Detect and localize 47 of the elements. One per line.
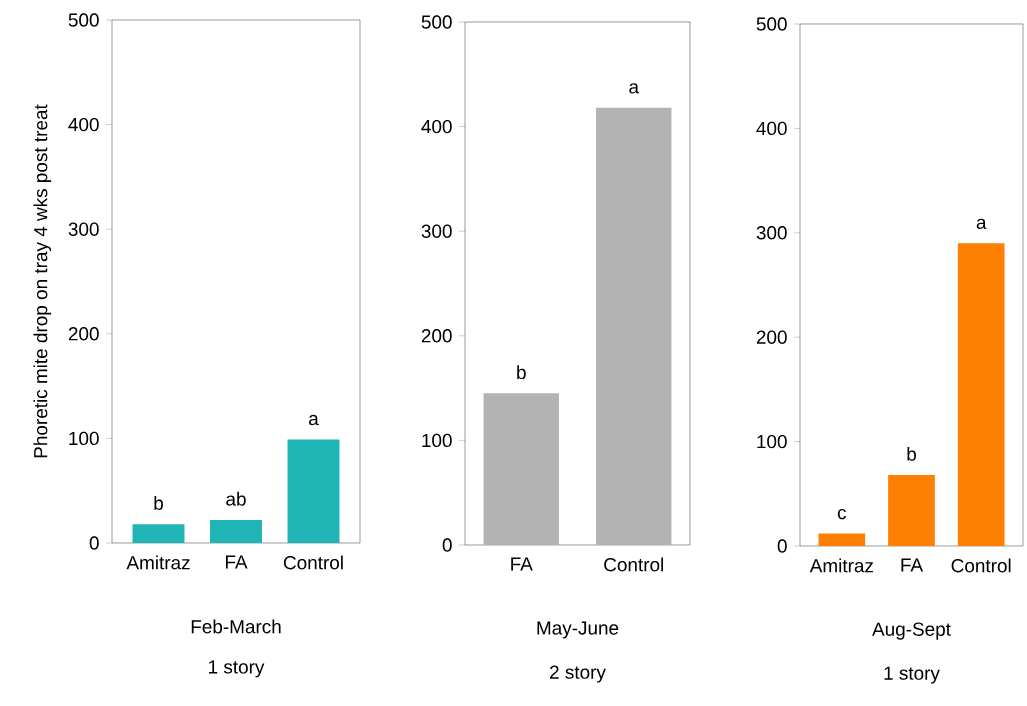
y-tick-label: 0 [89,536,99,550]
y-tick-label: 0 [777,539,787,553]
y-tick-label: 400 [421,119,452,134]
x-tick-label: Amitraz [809,558,873,573]
bar [210,519,262,543]
y-tick-label: 200 [68,327,99,341]
text: 2 story [550,665,606,683]
y-tick-label: 300 [421,224,452,238]
y-axis-title: Phoretic mite drop on tray 4 wks post treat [33,104,52,458]
y-tick-label: 100 [422,433,452,448]
y-tick-label: 500 [756,17,787,31]
annotation: b [517,365,526,380]
annotation: a [309,414,319,426]
annotation: b [907,446,916,461]
annotation: b [154,496,163,510]
x-tick-label: FA [225,555,248,569]
y-tick-label: 500 [68,13,99,27]
bar [818,533,866,546]
annotation: c [837,508,847,520]
y-tick-label: 200 [421,329,452,343]
y-tick-label: 500 [421,15,452,29]
x-axis-title: May-June [537,621,619,639]
y-tick-label: 100 [69,431,99,446]
annotation: a [976,218,987,230]
x-tick-label: FA [511,557,533,571]
x-tick-label: Control [604,557,663,572]
y-tick-label: 0 [442,538,452,552]
text: 1 story [884,666,940,684]
y-tick-label: 300 [68,222,99,236]
y-tick-label: 400 [68,117,99,132]
x-tick-label: Amitraz [126,555,190,570]
x-tick-label: Control [283,555,343,570]
x-tick-label: Control [951,558,1011,573]
x-tick-label: FA [901,558,924,572]
text: 1 story [209,660,265,678]
y-tick-label: 100 [757,434,787,449]
annotation: a [629,83,640,94]
bar [132,524,185,543]
x-axis-title: Aug-Sept [872,622,951,640]
bar [888,474,935,546]
y-tick-label: 200 [756,330,787,344]
y-tick-label: 300 [756,226,787,240]
annotation: ab [226,491,246,506]
bar [287,439,340,543]
x-axis-title: Feb-March [191,619,281,634]
bar [957,243,1005,546]
y-tick-label: 400 [756,121,787,136]
